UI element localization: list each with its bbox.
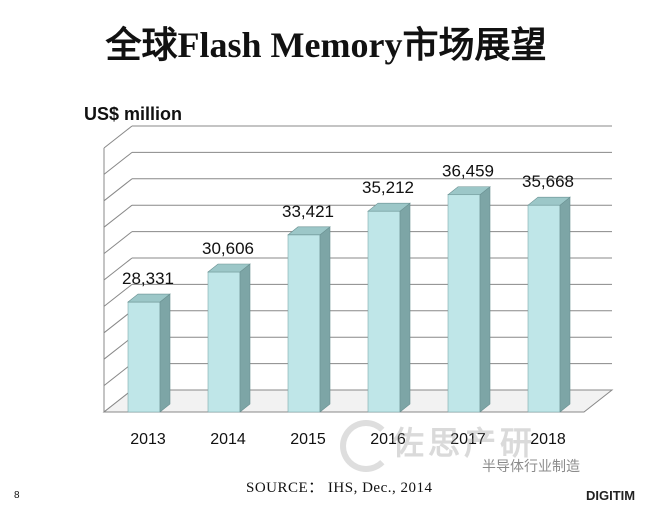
bar-top — [287, 226, 331, 236]
source-note: SOURCE： IHS, Dec., 2014 — [246, 480, 433, 496]
brand-logo-text: DIGITIM — [586, 488, 636, 503]
bar-side — [399, 202, 411, 413]
chart-data-labels: 28,331 30,606 33,421 35,212 36,459 35,668 — [122, 162, 574, 288]
bar-top — [367, 202, 411, 212]
bar-front — [127, 301, 161, 413]
gridline-diagonal — [103, 152, 133, 175]
data-label: 28,331 — [122, 269, 174, 288]
watermark-logo-icon — [340, 420, 392, 472]
chart-x-tick-labels: 2013 2014 2015 2016 2017 2018 — [130, 431, 566, 448]
gridline-diagonal — [103, 204, 133, 228]
bar-front — [367, 210, 401, 413]
x-tick-label: 2018 — [530, 431, 566, 448]
x-tick-label: 2014 — [210, 431, 246, 448]
bar-side — [479, 186, 491, 413]
gridline-diagonal — [103, 336, 133, 360]
bar-side — [559, 196, 571, 413]
bar-top — [207, 263, 251, 273]
bar — [527, 196, 571, 413]
bar-front — [287, 234, 321, 413]
data-label: 35,212 — [362, 178, 414, 197]
bar-side — [239, 263, 251, 413]
gridline-diagonal — [103, 125, 133, 149]
data-label: 30,606 — [202, 239, 254, 258]
data-label: 35,668 — [522, 172, 574, 191]
x-tick-label: 2015 — [290, 431, 326, 448]
bar-top — [447, 186, 491, 196]
gridline-diagonal — [103, 257, 133, 281]
bar-top — [127, 293, 171, 303]
watermark-subtext: 半导体行业制造 — [482, 458, 580, 474]
bar-side — [319, 226, 331, 413]
bar-top — [527, 196, 571, 206]
gridline-diagonal — [103, 231, 133, 254]
gridline-diagonal — [103, 363, 133, 386]
bar — [447, 186, 491, 413]
gridline-diagonal — [103, 284, 133, 307]
x-tick-label: 2013 — [130, 431, 166, 448]
chart-bars — [127, 186, 571, 413]
gridline-diagonal — [103, 310, 133, 334]
data-label: 36,459 — [442, 162, 494, 181]
x-tick-label: 2017 — [450, 431, 486, 448]
bar-side — [159, 293, 171, 413]
bar-front — [447, 194, 481, 413]
bar — [207, 263, 251, 413]
data-label: 33,421 — [282, 202, 334, 221]
bar — [367, 202, 411, 413]
bar-front — [527, 204, 561, 413]
bar — [127, 293, 171, 413]
bar — [287, 226, 331, 413]
y-axis-unit-label: US$ million — [84, 104, 183, 124]
bar-front — [207, 271, 241, 413]
page-number: 8 — [14, 490, 20, 501]
slide-title: 全球Flash Memory市场展望 — [105, 25, 547, 65]
gridline-diagonal — [103, 178, 133, 202]
watermark-text: 佐思产研 — [392, 425, 537, 461]
